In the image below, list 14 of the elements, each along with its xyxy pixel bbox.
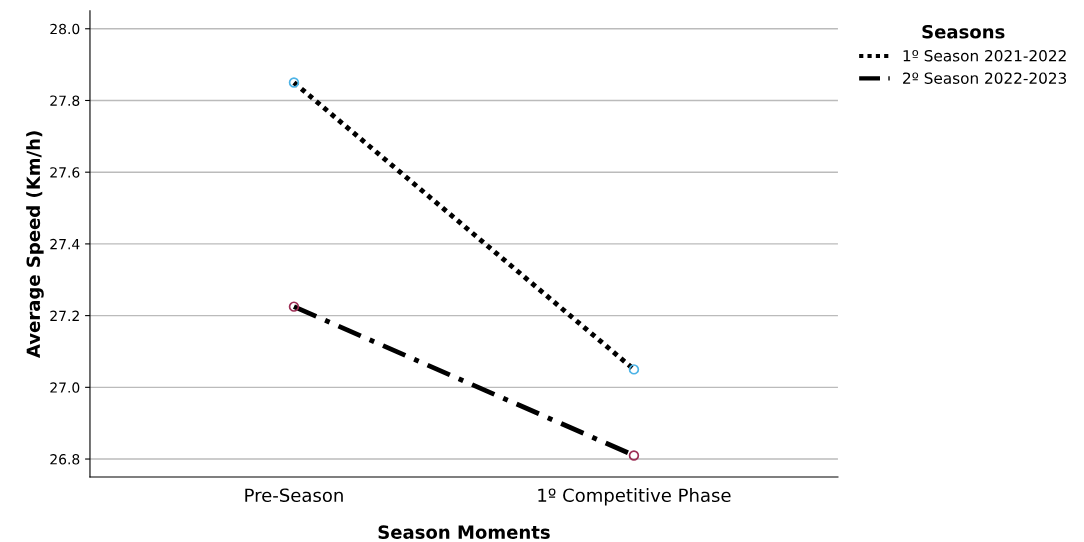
x-axis-title: Season Moments xyxy=(378,525,550,539)
y-tick-label: 28.0 xyxy=(50,23,80,35)
y-tick-label: 26.8 xyxy=(50,454,80,465)
x-tick-label: 1º Competitive Phase xyxy=(538,488,731,506)
y-axis-title: Average Speed (Km/h) xyxy=(26,131,44,358)
legend-label: 2º Season 2022-2023 xyxy=(903,72,1067,84)
y-tick-label: 27.2 xyxy=(50,310,79,321)
y-tick-label: 27.0 xyxy=(50,382,80,393)
y-tick-label: 27.6 xyxy=(50,167,80,178)
y-tick-label: 27.4 xyxy=(50,238,80,250)
legend-title: Seasons xyxy=(922,24,1005,39)
x-tick-label: Pre-Season xyxy=(245,488,343,503)
legend-label: 1º Season 2021-2022 xyxy=(903,49,1066,62)
y-tick-label: 27.8 xyxy=(50,95,80,106)
